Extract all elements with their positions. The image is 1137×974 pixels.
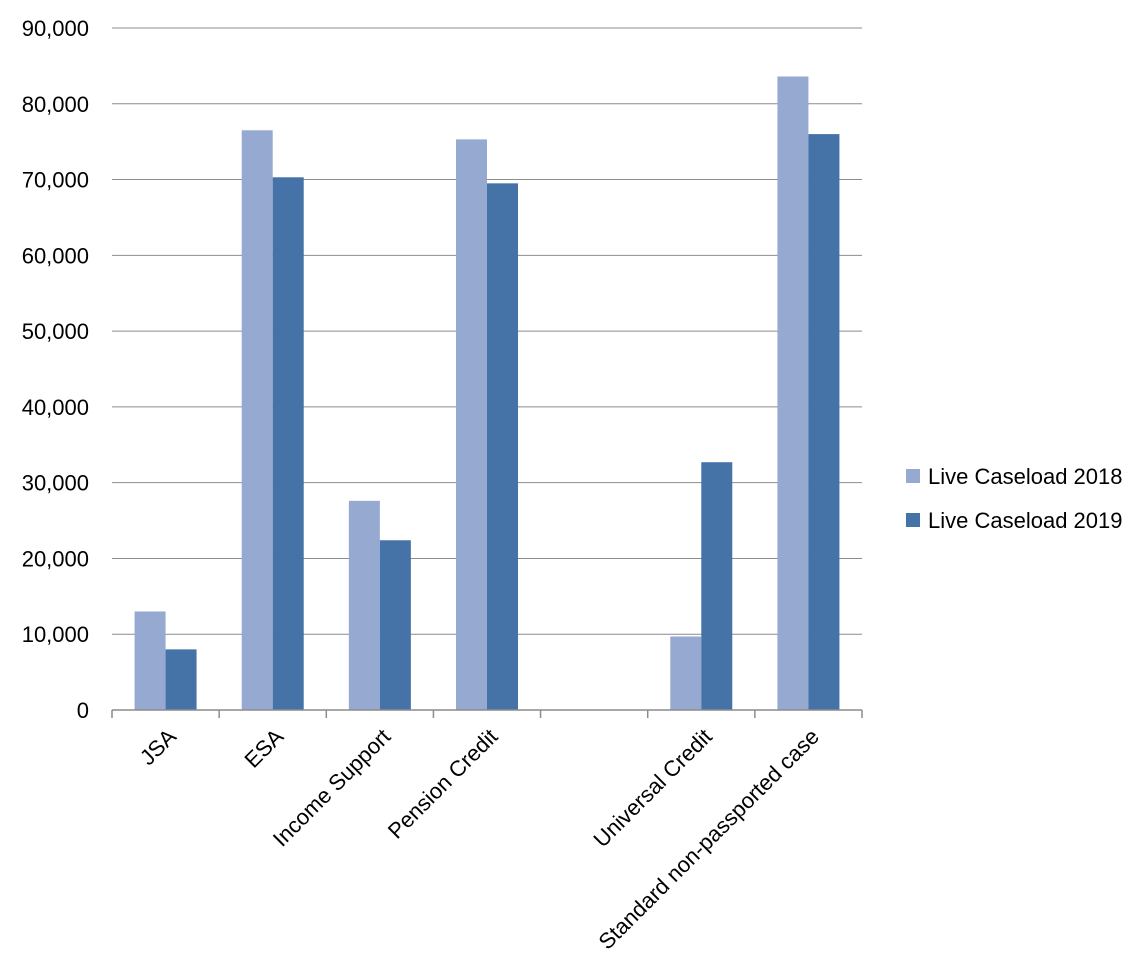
- y-tick-label: 70,000: [22, 168, 89, 193]
- x-tick-label: ESA: [239, 724, 288, 773]
- legend-swatch: [906, 469, 920, 483]
- bar-2018-1: [241, 130, 273, 711]
- bar-2019-1: [272, 177, 304, 710]
- y-tick-label: 10,000: [22, 622, 89, 647]
- bar-2019-3: [487, 183, 518, 710]
- bar-2019-2: [379, 540, 411, 710]
- legend-label: Live Caseload 2018: [928, 464, 1122, 489]
- y-tick-label: 30,000: [22, 471, 89, 496]
- y-tick-label: 90,000: [22, 16, 89, 41]
- bars: [134, 76, 840, 711]
- legend-label: Live Caseload 2019: [928, 508, 1122, 533]
- y-axis-tick-labels: 0 10,000 20,000 30,000 40,000 50,000 60,000 70,…: [22, 16, 89, 723]
- x-axis: [111, 709, 863, 718]
- x-tick-label: Standard non-passported case: [594, 724, 824, 954]
- bar-2019-0: [165, 649, 197, 710]
- bar-2018-2: [348, 500, 380, 710]
- bar-2018-5: [670, 636, 702, 710]
- y-tick-label: 20,000: [22, 546, 89, 571]
- legend: Live Caseload 2018 Live Caseload 2019: [906, 464, 1122, 533]
- y-tick-label: 80,000: [22, 92, 89, 117]
- bar-2018-6: [777, 76, 809, 710]
- x-tick-label: JSA: [135, 724, 181, 770]
- y-tick-label: 50,000: [22, 319, 89, 344]
- bar-2018-0: [134, 611, 166, 710]
- bar-2019-6: [808, 134, 840, 711]
- y-tick-label: 40,000: [22, 395, 89, 420]
- legend-swatch: [906, 513, 920, 527]
- bar-2018-3: [456, 139, 487, 711]
- y-tick-label: 60,000: [22, 243, 89, 268]
- x-tick-label: Pension Credit: [383, 724, 503, 844]
- x-tick-label: Income Support: [268, 724, 396, 852]
- y-tick-label: 0: [77, 698, 89, 723]
- bar-2019-5: [701, 462, 733, 710]
